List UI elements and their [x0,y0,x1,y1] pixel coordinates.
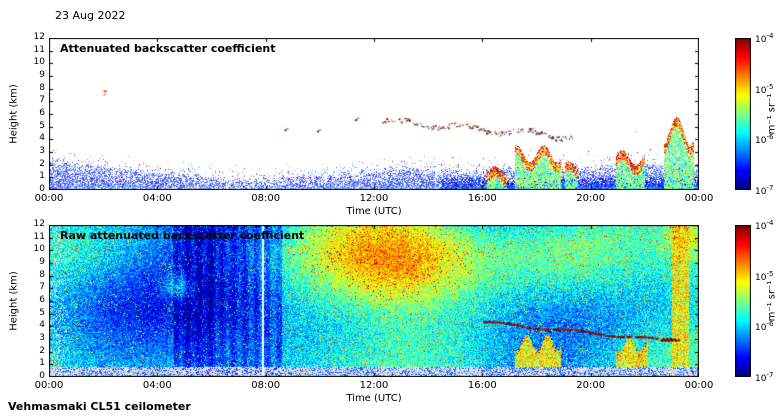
y-tick-label: 2 [39,158,45,169]
x-tick-label: 16:00 [467,193,497,204]
x-tick-label: 00:00 [684,380,714,391]
y-tick-label: 0 [39,371,45,381]
attenuated-backscatter-heatmap [49,38,699,190]
x-axis-label: Time (UTC) [346,393,402,404]
y-tick-label: 4 [39,133,45,144]
colorbar-tick-label: 10-6 [755,320,774,334]
y-tick-label: 6 [39,295,45,305]
date-label: 23 Aug 2022 [55,9,126,22]
y-axis-label: Height (km) [8,84,20,144]
colorbar-tick-label: 10-5 [755,82,774,96]
colorbar-tick-label: 10-6 [755,133,774,147]
y-tick-label: 11 [33,44,45,55]
y-tick-label: 1 [39,358,45,369]
x-tick-label: 04:00 [142,193,172,204]
y-tick-label: 7 [39,282,45,293]
x-tick-label: 12:00 [359,380,389,391]
y-tick-label: 2 [39,345,45,356]
x-tick-label: 20:00 [576,193,606,204]
colorbar-tick-label: 10-4 [755,219,774,232]
colorbar-unit-label: m⁻¹ sr⁻¹ [766,93,778,135]
raw-backscatter-heatmap [49,225,699,377]
y-tick-label: 6 [39,108,45,118]
x-tick-label: 00:00 [684,193,714,204]
y-tick-label: 3 [39,333,45,343]
y-tick-label: 8 [39,82,45,93]
x-tick-label: 12:00 [359,193,389,204]
x-axis-label: Time (UTC) [346,206,402,217]
x-tick-label: 00:00 [34,380,64,391]
colorbar-tick-label: 10-7 [755,184,774,197]
instrument-label: Vehmasmaki CL51 ceilometer [8,400,191,413]
y-tick-label: 12 [33,219,45,229]
panel-raw-backscatter: Raw attenuated backscatter coefficient H… [0,219,780,415]
panel-title: Raw attenuated backscatter coefficient [60,229,305,242]
x-tick-label: 20:00 [576,380,606,391]
y-tick-label: 10 [33,244,45,255]
colorbar-tick-label: 10-5 [755,269,774,283]
x-tick-label: 08:00 [251,380,281,391]
y-tick-label: 7 [39,95,45,106]
colorbar [735,225,751,377]
colorbar-tick-label: 10-4 [755,32,774,45]
panel-attenuated-backscatter: Attenuated backscatter coefficient Heigh… [0,32,780,228]
y-tick-label: 4 [39,320,45,331]
x-tick-label: 04:00 [142,380,172,391]
y-tick-label: 11 [33,231,45,242]
y-tick-label: 8 [39,269,45,280]
x-tick-label: 16:00 [467,380,497,391]
colorbar [735,38,751,190]
y-tick-label: 1 [39,171,45,182]
colorbar-tick-label: 10-7 [755,371,774,384]
x-tick-label: 08:00 [251,193,281,204]
y-tick-label: 9 [39,257,45,267]
y-tick-label: 5 [39,120,45,131]
colorbar-unit-label: m⁻¹ sr⁻¹ [766,280,778,322]
y-tick-label: 5 [39,307,45,318]
y-tick-label: 9 [39,70,45,80]
y-tick-label: 12 [33,32,45,42]
y-axis-label: Height (km) [8,271,20,331]
y-tick-label: 0 [39,184,45,194]
panel-title: Attenuated backscatter coefficient [60,42,276,55]
x-tick-label: 00:00 [34,193,64,204]
y-tick-label: 3 [39,146,45,156]
y-tick-label: 10 [33,57,45,68]
